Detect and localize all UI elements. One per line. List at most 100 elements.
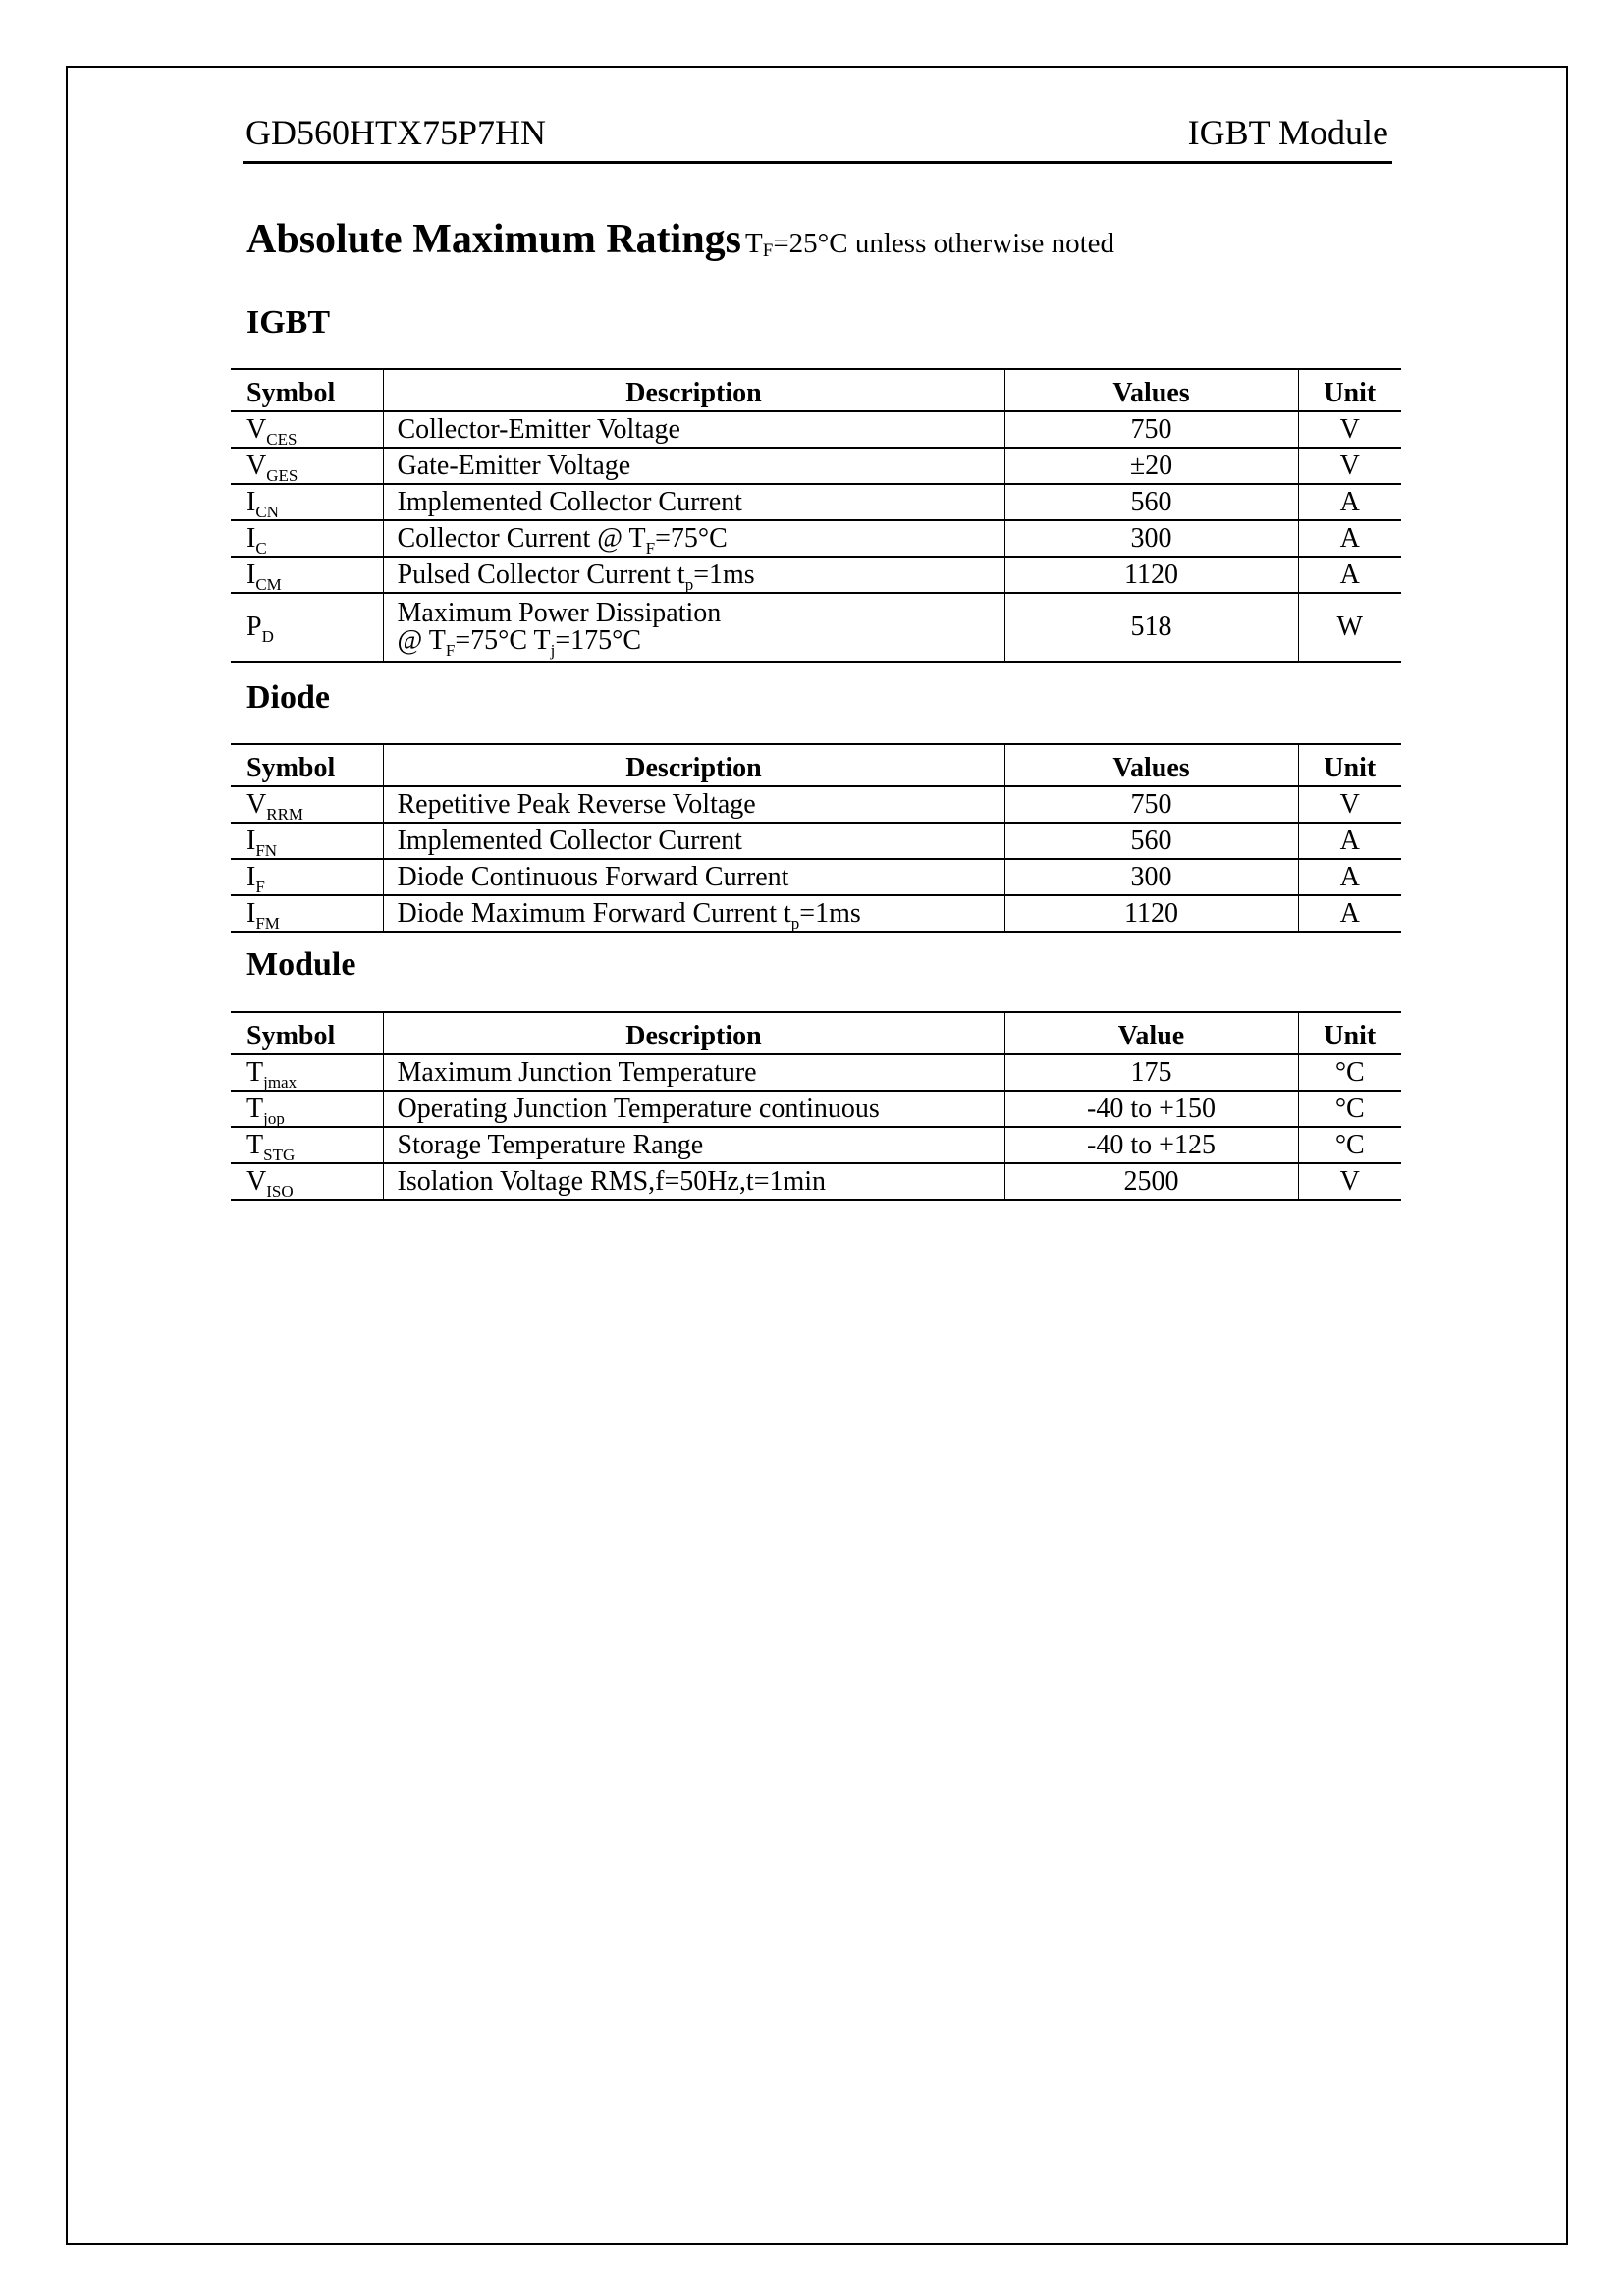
symbol-subscript: FM [255, 913, 280, 933]
description-cell: Collector-Emitter Voltage [382, 411, 1004, 449]
table-row: IC Collector Current @ TF=75°C 300 A [231, 520, 1401, 558]
table-row: Tjmax Maximum Junction Temperature 175 °C [231, 1054, 1401, 1092]
table-row: VCES Collector-Emitter Voltage 750 V [231, 411, 1401, 449]
diode-ratings-table: Symbol Description Values Unit VRRM Repetitiv… [231, 743, 1401, 933]
table-row: ICN Implemented Collector Current 560 A [231, 484, 1401, 521]
table-row: IFM Diode Maximum Forward Current tp=1ms 1… [231, 895, 1401, 933]
unit-cell: °C [1297, 1054, 1401, 1092]
description-subscript: p [790, 913, 800, 933]
value-cell: 518 [1003, 593, 1298, 663]
description-text: Collector Current @ T [397, 522, 646, 554]
column-header: Symbol [231, 1012, 383, 1055]
symbol: I [246, 825, 256, 856]
table-row: IF Diode Continuous Forward Current 300 A [231, 859, 1401, 896]
symbol-subscript: C [255, 538, 267, 558]
description-text: Maximum Junction Temperature [397, 1056, 757, 1088]
description-cell: Maximum Power Dissipation @ TF=75°C Tj=17… [382, 593, 1004, 663]
symbol-subscript: GES [266, 465, 298, 485]
column-header: Description [382, 369, 1004, 412]
part-number: GD560HTX75P7HN [245, 113, 546, 152]
value-cell: -40 to +150 [1003, 1091, 1298, 1128]
value-cell: 750 [1003, 786, 1298, 824]
description-cell: Maximum Junction Temperature [382, 1054, 1004, 1092]
symbol-cell: IF [231, 859, 383, 896]
description-text: Operating Junction Temperature continuou… [397, 1093, 880, 1124]
symbol-cell: Tjop [231, 1091, 383, 1128]
column-header: Values [1003, 369, 1298, 412]
description-subscript: p [684, 574, 694, 594]
symbol: I [246, 559, 256, 590]
column-header: Unit [1297, 1012, 1401, 1055]
description-cell: Repetitive Peak Reverse Voltage [382, 786, 1004, 824]
module-ratings-table: Symbol Description Value Unit Tjmax Maximum J… [231, 1011, 1401, 1201]
description-text: =175°C [555, 625, 642, 656]
description-text: Diode Continuous Forward Current [397, 861, 789, 892]
table-row: TSTG Storage Temperature Range -40 to +125… [231, 1127, 1401, 1164]
column-header: Unit [1297, 744, 1401, 787]
symbol-subscript: jmax [263, 1072, 298, 1092]
section-heading: Module [246, 946, 356, 983]
unit-cell: °C [1297, 1127, 1401, 1164]
description-text: Diode Maximum Forward Current t [397, 897, 791, 929]
table-row: PD Maximum Power Dissipation @ TF=75°C Tj=… [231, 593, 1401, 663]
description-text: =75°C T [455, 625, 551, 656]
product-type: IGBT Module [1187, 113, 1388, 152]
table-row: IFN Implemented Collector Current 560 A [231, 823, 1401, 860]
unit-cell: °C [1297, 1091, 1401, 1128]
description-subscript: F [645, 538, 656, 558]
description-text: =1ms [799, 897, 861, 929]
table-row: Tjop Operating Junction Temperature conti… [231, 1091, 1401, 1128]
page-title: Absolute Maximum Ratings TF=25°C unless … [246, 216, 1114, 263]
description-text: Implemented Collector Current [397, 825, 742, 856]
symbol: T [246, 1056, 264, 1088]
section-heading: Diode [246, 679, 330, 716]
description-cell: Diode Continuous Forward Current [382, 859, 1004, 896]
description-text: Isolation Voltage RMS,f=50Hz,t=1min [397, 1165, 827, 1197]
symbol-subscript: D [261, 627, 274, 646]
unit-cell: V [1297, 786, 1401, 824]
description-text: Implemented Collector Current [397, 486, 742, 517]
description-text: Repetitive Peak Reverse Voltage [397, 788, 756, 820]
unit-cell: A [1297, 484, 1401, 521]
description-cell: Diode Maximum Forward Current tp=1ms [382, 895, 1004, 933]
table-row: VRRM Repetitive Peak Reverse Voltage 750 V [231, 786, 1401, 824]
description-text: Storage Temperature Range [397, 1129, 704, 1160]
value-cell: 175 [1003, 1054, 1298, 1092]
unit-cell: V [1297, 411, 1401, 449]
symbol-subscript: jop [263, 1108, 285, 1128]
symbol-subscript: CM [255, 574, 282, 594]
symbol: V [246, 1165, 267, 1197]
description-cell: Gate-Emitter Voltage [382, 448, 1004, 485]
header-row: Symbol Description Values Unit [231, 744, 1401, 787]
unit-cell: A [1297, 557, 1401, 594]
column-header: Values [1003, 744, 1298, 787]
description-cell: Collector Current @ TF=75°C [382, 520, 1004, 558]
cond-text: =25°C unless otherwise noted [773, 228, 1115, 259]
symbol-cell: ICN [231, 484, 383, 521]
description-cell: Operating Junction Temperature continuou… [382, 1091, 1004, 1128]
description-cell: Isolation Voltage RMS,f=50Hz,t=1min [382, 1163, 1004, 1201]
description-cell: Implemented Collector Current [382, 823, 1004, 860]
description-text: =1ms [693, 559, 755, 590]
symbol-cell: VCES [231, 411, 383, 449]
symbol-cell: IC [231, 520, 383, 558]
cond-symbol: T [745, 228, 763, 259]
unit-cell: A [1297, 520, 1401, 558]
symbol-cell: VGES [231, 448, 383, 485]
column-header: Description [382, 744, 1004, 787]
description-subscript: F [445, 641, 456, 660]
symbol-cell: IFM [231, 895, 383, 933]
description-text: Pulsed Collector Current t [397, 559, 685, 590]
symbol-subscript: CES [266, 429, 298, 449]
description-text: Collector-Emitter Voltage [397, 413, 680, 445]
symbol-cell: ICM [231, 557, 383, 594]
unit-cell: W [1297, 593, 1401, 663]
table-row: VGES Gate-Emitter Voltage ±20 V [231, 448, 1401, 485]
header-row: Symbol Description Value Unit [231, 1012, 1401, 1055]
symbol-cell: PD [231, 593, 383, 663]
description-text: Gate-Emitter Voltage [397, 450, 631, 481]
symbol-cell: Tjmax [231, 1054, 383, 1092]
symbol: V [246, 788, 267, 820]
symbol: I [246, 861, 256, 892]
symbol: P [246, 612, 262, 642]
